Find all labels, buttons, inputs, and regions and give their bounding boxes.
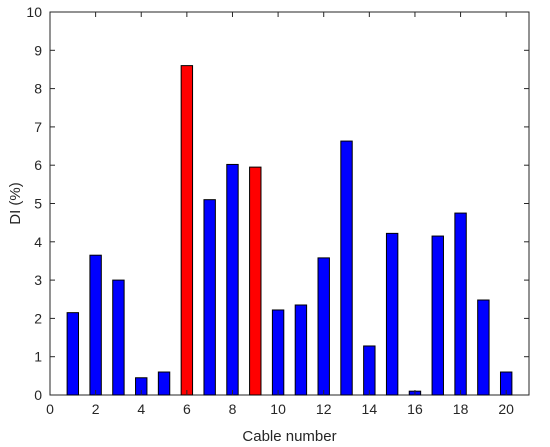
x-tick-label: 12 <box>316 401 332 417</box>
x-tick-label: 20 <box>498 401 514 417</box>
y-tick-label: 9 <box>34 42 42 58</box>
bar-cable-12 <box>317 257 330 396</box>
bar-cable-13 <box>340 140 353 396</box>
plot-area <box>49 11 530 396</box>
bar-cable-2 <box>89 254 102 396</box>
bar-cable-17 <box>431 235 444 396</box>
bars <box>66 65 513 396</box>
bar-cable-6 <box>180 65 194 396</box>
bar-cable-3 <box>112 279 125 396</box>
y-axis-title: DI (%) <box>7 182 24 225</box>
x-tick-label: 8 <box>229 401 237 417</box>
x-tick-label: 16 <box>407 401 423 417</box>
y-tick-label: 6 <box>34 157 42 173</box>
bar-cable-19 <box>477 299 490 396</box>
y-tick-label: 5 <box>34 196 42 212</box>
y-tick-label: 8 <box>34 81 42 97</box>
x-tick-label: 18 <box>453 401 469 417</box>
bar-cable-1 <box>66 312 80 396</box>
y-axis-ticks: 0 1 2 3 4 5 6 7 8 9 10 <box>26 4 529 403</box>
x-tick-label: 14 <box>362 401 378 417</box>
x-tick-label: 0 <box>46 401 54 417</box>
bar-cable-15 <box>385 232 399 396</box>
bar-cable-7 <box>203 199 216 396</box>
x-tick-label: 2 <box>92 401 100 417</box>
x-tick-label: 4 <box>137 401 145 417</box>
bar-cable-14 <box>363 345 376 396</box>
axes-frame <box>49 11 530 396</box>
bar-cable-9 <box>249 166 262 396</box>
x-tick-label: 10 <box>270 401 286 417</box>
x-axis-ticks: 0 2 4 6 8 10 12 14 16 18 20 <box>46 12 514 417</box>
y-tick-label: 3 <box>34 272 42 288</box>
bar-cable-10 <box>271 309 285 396</box>
bar-cable-8 <box>226 163 239 396</box>
y-tick-label: 0 <box>34 387 42 403</box>
x-tick-label: 6 <box>183 401 191 417</box>
x-axis-title: Cable number <box>242 428 336 445</box>
y-tick-label: 2 <box>34 310 42 326</box>
bar-cable-18 <box>454 212 467 396</box>
y-tick-label: 4 <box>34 234 42 250</box>
bar-cable-5 <box>157 371 171 396</box>
bar-cable-11 <box>294 304 308 396</box>
y-tick-label: 10 <box>26 4 42 20</box>
y-tick-label: 1 <box>34 349 42 365</box>
y-tick-label: 7 <box>34 119 42 135</box>
